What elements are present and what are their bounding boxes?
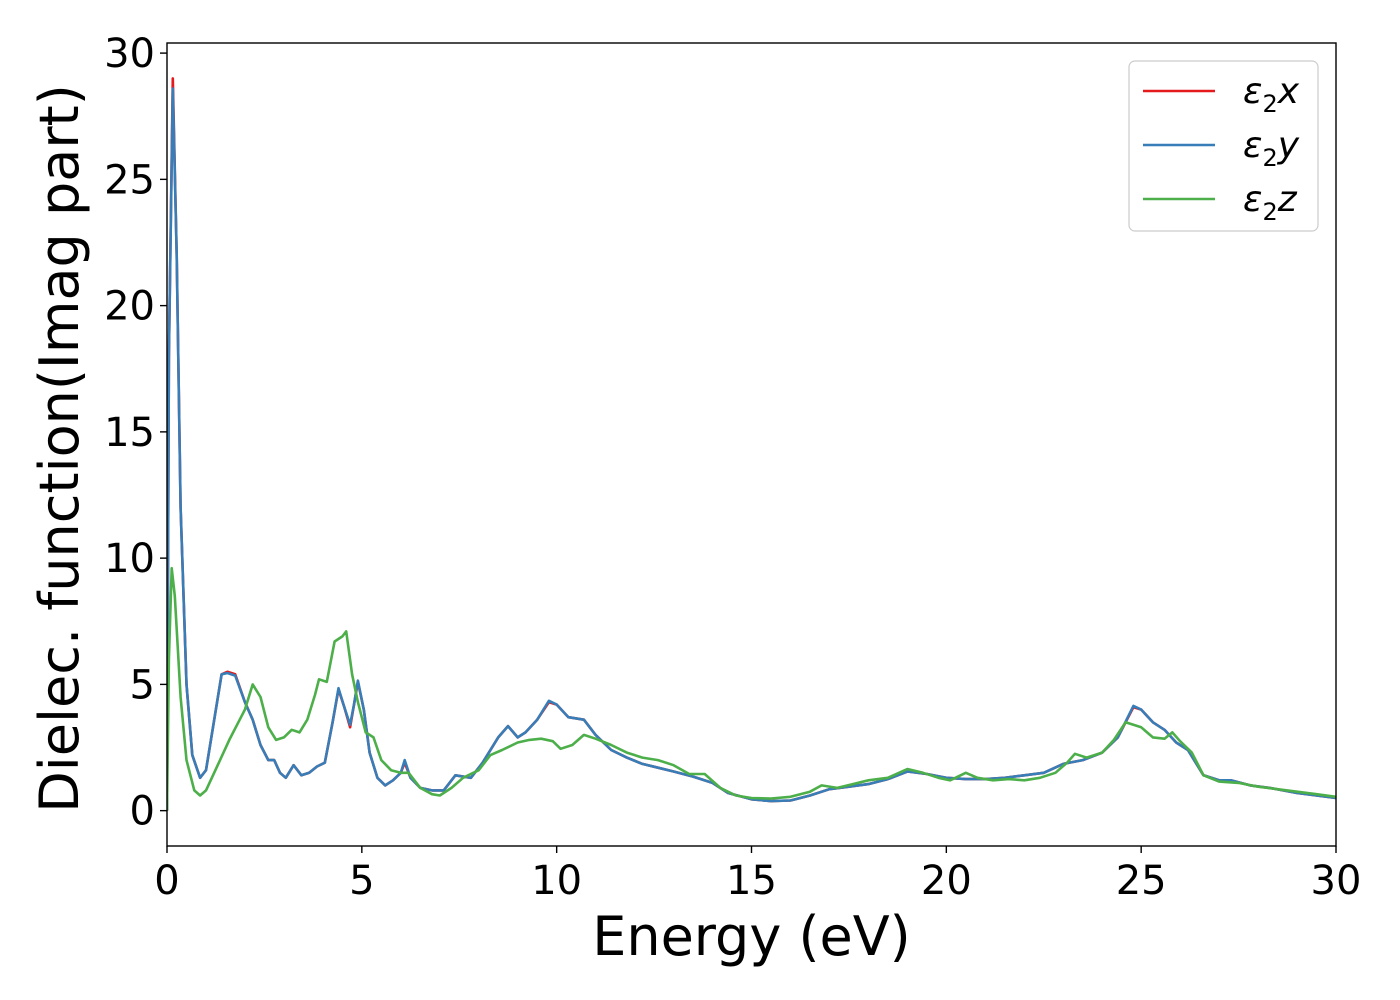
y-tick-label: 30 [104, 31, 155, 77]
legend: ε2x ε2y ε2z [1128, 60, 1319, 232]
x-tick-label: 10 [531, 858, 582, 904]
legend-label-y: ε2y [1243, 125, 1300, 172]
x-tick-label: 5 [349, 858, 374, 904]
plot-lines [167, 77, 1336, 811]
series-line-y [167, 87, 1336, 811]
x-tick-label: 25 [1116, 858, 1167, 904]
legend-box [1128, 60, 1319, 232]
x-tick-label: 15 [726, 858, 777, 904]
x-tick-label: 0 [154, 858, 179, 904]
legend-label-x: ε2x [1243, 71, 1300, 118]
y-axis-ticks: 0 5 10 15 20 25 30 [104, 31, 167, 835]
y-tick-label: 10 [104, 536, 155, 582]
y-tick-label: 15 [104, 410, 155, 456]
legend-label-z: ε2z [1243, 179, 1298, 226]
y-tick-label: 20 [104, 284, 155, 330]
x-tick-label: 20 [921, 858, 972, 904]
x-axis-label: Energy (eV) [592, 905, 911, 968]
y-tick-label: 25 [104, 157, 155, 203]
y-tick-label: 0 [130, 789, 155, 835]
x-tick-label: 30 [1311, 858, 1362, 904]
y-axis-label: Dielec. function(Imag part) [28, 84, 91, 813]
y-tick-label: 5 [130, 662, 155, 708]
series-line-z [167, 566, 1336, 811]
x-axis-ticks: 0 5 10 15 20 25 30 [154, 846, 1361, 904]
